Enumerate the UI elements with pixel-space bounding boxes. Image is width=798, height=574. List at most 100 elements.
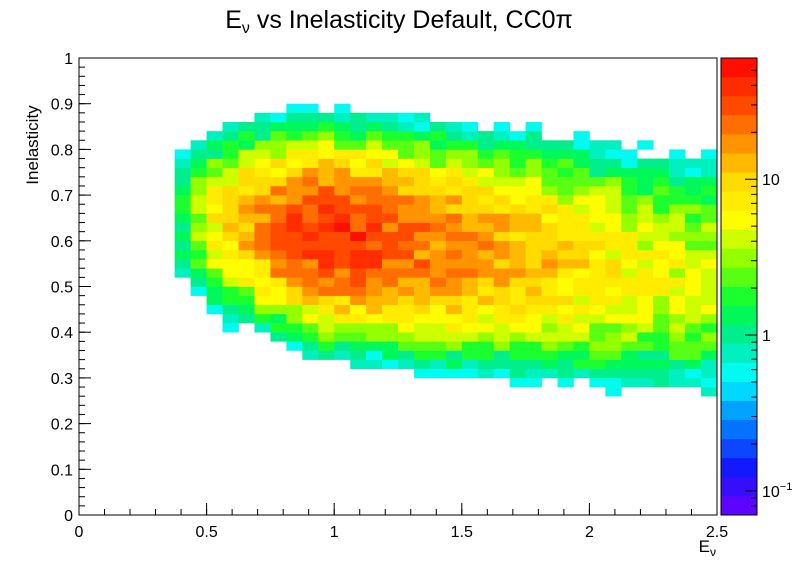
heatmap-cell	[238, 295, 255, 306]
heatmap-cell	[557, 158, 574, 168]
heatmap-cell	[541, 368, 558, 379]
heatmap-cell	[541, 313, 558, 324]
heatmap-cell	[302, 195, 319, 205]
heatmap-cell	[254, 167, 271, 178]
heatmap-cell	[493, 368, 510, 379]
heatmap-cell	[525, 249, 542, 260]
heatmap-cell	[366, 167, 383, 178]
heatmap-cell	[366, 359, 383, 370]
heatmap-cell	[190, 185, 207, 196]
heatmap-cell	[589, 158, 606, 168]
y-tick-label: 0.9	[51, 97, 73, 114]
heatmap-cell	[254, 240, 271, 251]
heatmap-cell	[669, 176, 686, 187]
heatmap-cell	[685, 231, 702, 242]
heatmap-cell	[461, 149, 479, 159]
heatmap-cell	[589, 176, 606, 187]
heatmap-cell	[509, 304, 526, 315]
y-tick-label: 0.6	[51, 234, 73, 251]
heatmap-cell	[589, 195, 606, 205]
heatmap-cell	[525, 350, 542, 360]
heatmap-cell	[445, 268, 463, 278]
heatmap-cell	[429, 249, 447, 260]
heatmap-cell	[669, 195, 686, 205]
heatmap-cell	[509, 350, 526, 360]
heatmap-cell	[334, 222, 351, 232]
heatmap-cell	[637, 332, 654, 342]
heatmap-cell	[477, 350, 494, 360]
heatmap-cell	[493, 121, 510, 132]
heatmap-cell	[653, 240, 670, 251]
heatmap-cell	[206, 286, 223, 296]
heatmap-cell	[270, 121, 287, 132]
heatmap-cell	[222, 140, 239, 150]
heatmap-cell	[318, 231, 335, 242]
heatmap-cell	[286, 277, 303, 287]
heatmap-cell	[477, 240, 494, 251]
heatmap-cell	[382, 195, 399, 205]
heatmap-cell	[318, 286, 335, 296]
heatmap-cell	[366, 131, 383, 141]
heatmap-cell	[429, 341, 447, 351]
heatmap-cell	[254, 249, 271, 260]
heatmap-cell	[286, 103, 303, 114]
heatmap-cell	[701, 249, 718, 260]
heatmap-cell	[429, 277, 447, 287]
heatmap-cell	[318, 350, 335, 360]
heatmap-cell	[605, 167, 622, 178]
heatmap-cell	[653, 249, 670, 260]
heatmap-cell	[493, 140, 510, 150]
heatmap-cell	[366, 140, 383, 150]
heatmap-cell	[398, 304, 415, 315]
x-tick-label: 2	[585, 524, 594, 541]
heatmap-cell	[366, 121, 383, 132]
heatmap-cell	[350, 359, 367, 370]
heatmap-cell	[334, 195, 351, 205]
heatmap-cell	[685, 222, 702, 232]
heatmap-cell	[334, 295, 351, 306]
heatmap-cell	[509, 313, 526, 324]
heatmap-cell	[605, 377, 622, 388]
palette-level	[721, 457, 757, 478]
heatmap-cell	[637, 368, 654, 379]
heatmap-cell	[637, 286, 654, 296]
title-text: vs Inelasticity Default, CC0π	[250, 6, 573, 34]
heatmap-cell	[701, 377, 718, 388]
heatmap-cell	[238, 204, 255, 214]
heatmap-cell	[350, 112, 367, 123]
heatmap-cell	[637, 295, 654, 306]
heatmap-cell	[318, 204, 335, 214]
heatmap-cell	[701, 304, 718, 315]
heatmap-cell	[350, 295, 367, 306]
heatmap-cell	[382, 140, 399, 150]
palette-level	[721, 191, 757, 211]
heatmap-cell	[621, 158, 638, 168]
heatmap-cell	[413, 295, 431, 306]
heatmap-cell	[605, 387, 622, 397]
heatmap-cell	[573, 131, 590, 141]
heatmap-cell	[461, 158, 479, 168]
heatmap-cell	[190, 204, 207, 214]
heatmap-cell	[477, 259, 494, 269]
heatmap-cell	[206, 222, 223, 232]
heatmap-cell	[429, 231, 447, 242]
heatmap-cell	[238, 268, 255, 278]
heatmap-cell	[701, 268, 718, 278]
heatmap-cell	[286, 268, 303, 278]
heatmap-cell	[413, 240, 431, 251]
heatmap-cells	[174, 103, 718, 397]
heatmap-cell	[573, 304, 590, 315]
heatmap-cell	[509, 377, 526, 388]
heatmap-cell	[318, 240, 335, 251]
heatmap-cell	[541, 195, 558, 205]
palette-level	[721, 229, 757, 249]
heatmap-cell	[222, 131, 239, 141]
heatmap-cell	[685, 286, 702, 296]
heatmap-cell	[621, 377, 638, 388]
heatmap-cell	[573, 295, 590, 306]
heatmap-cell	[222, 158, 239, 168]
heatmap-cell	[286, 204, 303, 214]
heatmap-cell	[302, 350, 319, 360]
heatmap-cell	[509, 222, 526, 232]
palette-level	[721, 210, 757, 230]
